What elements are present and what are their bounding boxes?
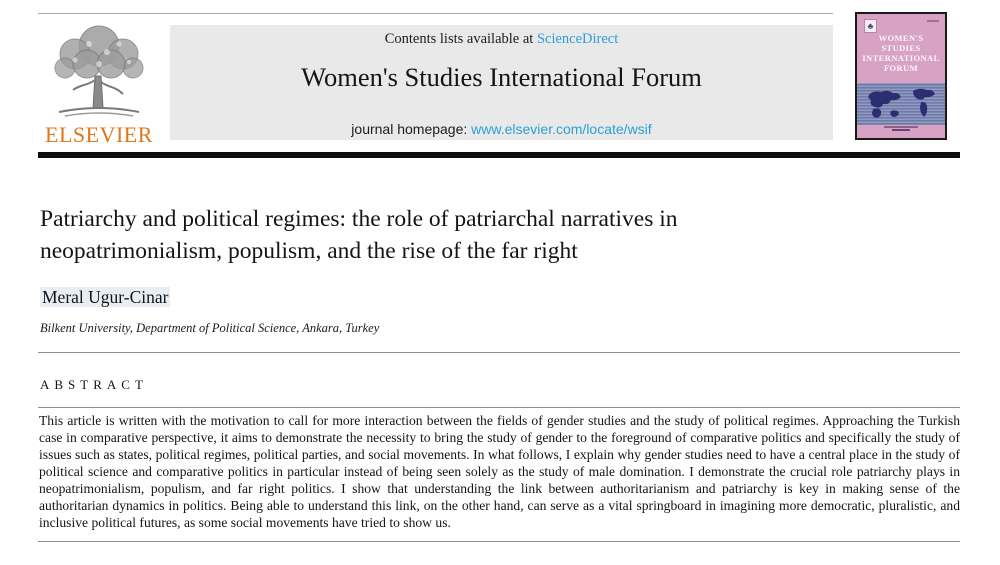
homepage-link[interactable]: www.elsevier.com/locate/wsif	[471, 121, 652, 137]
sciencedirect-link[interactable]: ScienceDirect	[536, 31, 619, 47]
author-affiliation: Bilkent University, Department of Politi…	[40, 321, 380, 335]
elsevier-tree-icon	[33, 20, 165, 124]
top-divider	[38, 13, 833, 14]
abstract-text: This article is written with the motivat…	[39, 413, 960, 530]
abstract-heading: ABSTRACT	[40, 377, 148, 392]
cover-journal-title: WOMEN'S STUDIES INTERNATIONAL FORUM	[862, 33, 940, 73]
contents-prefix: Contents lists available at	[384, 31, 537, 47]
journal-banner: Contents lists available at ScienceDirec…	[170, 25, 833, 140]
header-thick-rule	[38, 152, 960, 158]
cover-issn-text	[927, 20, 939, 22]
abstract-top-divider	[38, 352, 960, 353]
journal-title: Women's Studies International Forum	[301, 62, 702, 92]
author-name-link[interactable]: Meral Ugur-Cinar	[40, 287, 171, 307]
elsevier-wordmark: ELSEVIER	[45, 122, 153, 147]
journal-cover-thumbnail[interactable]: ♣ WOMEN'S STUDIES INTERNATIONAL FORUM	[855, 12, 947, 140]
homepage-prefix: journal homepage:	[351, 121, 472, 137]
contents-line: Contents lists available at ScienceDirec…	[170, 31, 833, 48]
author-line: Meral Ugur-Cinar	[40, 287, 171, 308]
cover-world-map	[857, 83, 945, 125]
cover-footer-text	[857, 126, 945, 131]
elsevier-logo: ELSEVIER	[33, 20, 165, 148]
homepage-line: journal homepage: www.elsevier.com/locat…	[170, 121, 833, 137]
article-title: Patriarchy and political regimes: the ro…	[40, 206, 678, 264]
cover-elsevier-mini-logo: ♣	[864, 19, 877, 33]
journal-cover-art: ♣ WOMEN'S STUDIES INTERNATIONAL FORUM	[857, 14, 945, 138]
abstract-heading-divider	[38, 407, 960, 408]
abstract-bottom-divider	[38, 541, 960, 542]
